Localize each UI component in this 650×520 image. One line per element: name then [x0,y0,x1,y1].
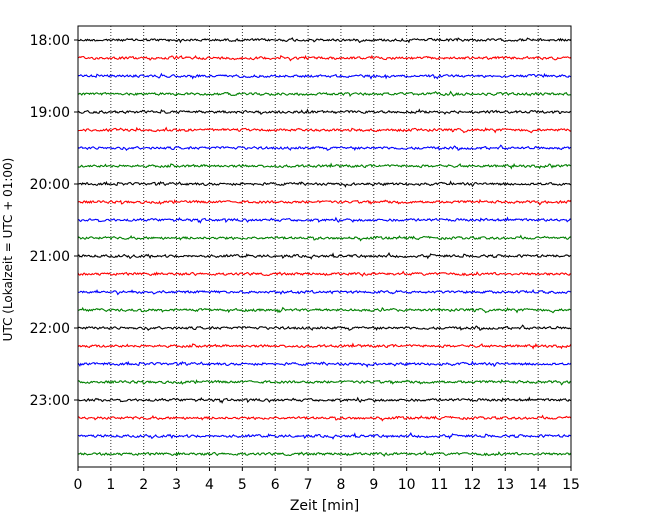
y-tick-label: 20:00 [30,177,70,193]
trace-line-2345 [77,450,572,457]
trace-line-1830 [77,72,572,80]
x-tick-label: 3 [172,477,181,493]
trace-line-2215 [77,342,572,350]
trace-line-1915 [77,126,572,134]
trace-line-2115 [77,270,572,277]
y-tick-label: 18:00 [30,33,70,49]
x-tick-label: 9 [369,477,378,493]
x-tick-label: 15 [562,477,580,493]
trace-line-2130 [77,289,572,296]
x-tick-label: 8 [336,477,345,493]
trace-line-2200 [77,324,572,332]
y-axis-label: UTC (Lokalzeit = UTC + 01:00) [1,158,15,342]
x-tick-label: 14 [529,477,547,493]
trace-line-1815 [77,54,572,62]
trace-line-2330 [77,431,572,440]
y-tick-label: 23:00 [30,393,70,409]
y-tick-label: 21:00 [30,249,70,265]
plot-frame [77,25,572,468]
trace-line-2000 [77,180,572,188]
trace-line-2045 [77,234,572,242]
x-axis-label: Zeit [min] [290,498,359,514]
y-tick-label: 22:00 [30,321,70,337]
trace-line-2100 [77,251,572,260]
x-tick-label: 11 [431,477,449,493]
trace-line-2245 [77,378,572,386]
trace-line-2230 [77,360,572,368]
x-tick-label: 4 [205,477,214,493]
trace-line-2145 [77,306,572,314]
seismic-traces [77,37,572,457]
trace-line-1800 [77,37,572,44]
y-axis-ticks: 18:00 19:00 20:00 21:00 22:00 23:00 [30,33,78,409]
x-tick-label: 1 [106,477,115,493]
trace-line-1930 [77,144,572,152]
trace-line-2015 [77,198,572,206]
x-tick-label: 6 [271,477,280,493]
x-tick-label: 7 [304,477,313,493]
trace-line-1900 [77,108,572,116]
y-tick-label: 19:00 [30,105,70,121]
x-tick-label: 12 [463,477,481,493]
x-tick-label: 10 [398,477,416,493]
x-tick-label: 0 [74,477,83,493]
trace-line-1945 [77,162,572,170]
x-tick-label: 13 [496,477,514,493]
trace-line-2030 [77,216,572,224]
x-tick-label: 2 [139,477,148,493]
trace-line-2315 [77,414,572,422]
x-tick-label: 5 [238,477,247,493]
x-axis-ticks: 0 1 2 3 4 5 6 7 8 9 10 11 12 13 14 15 [74,467,580,493]
trace-line-1845 [77,90,572,98]
trace-line-2300 [77,396,572,404]
